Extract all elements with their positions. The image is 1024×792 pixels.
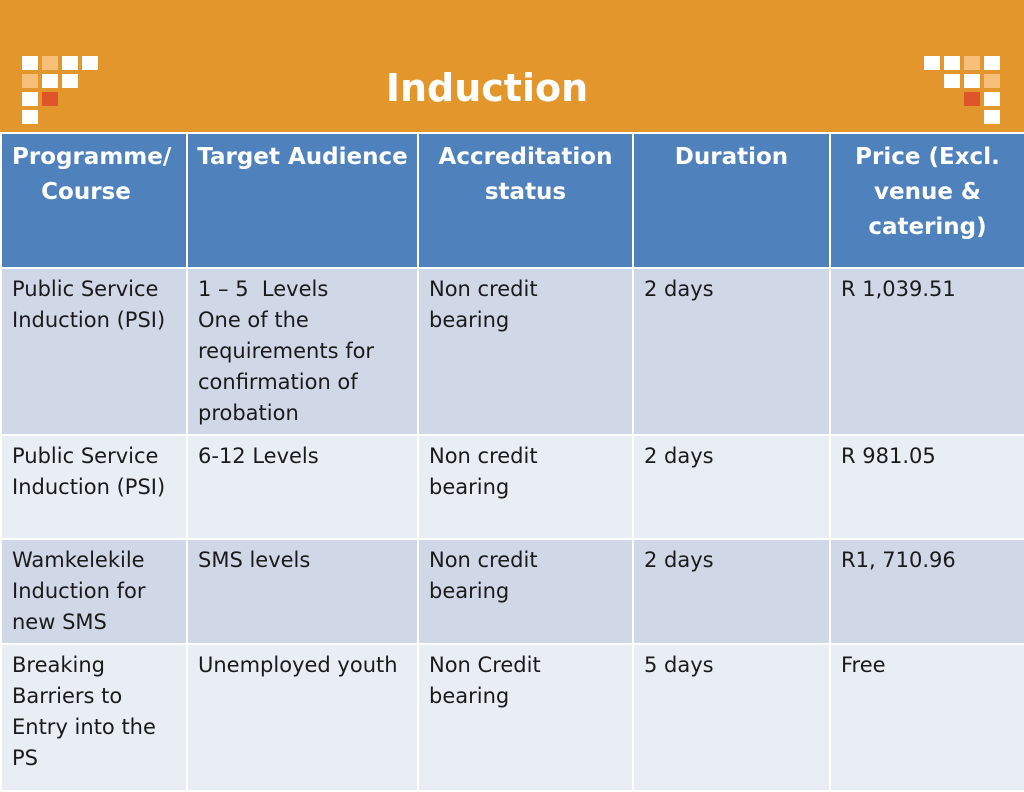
logo-mosaic-left	[22, 56, 100, 132]
logo-mosaic-right	[924, 56, 1002, 132]
cell-line: PS	[12, 746, 38, 770]
mosaic-square	[984, 92, 1000, 106]
cell-audience: SMS levels	[186, 538, 419, 645]
cell-accreditation: Non credit bearing	[417, 538, 634, 645]
header-line: Accreditation	[438, 144, 613, 170]
cell-price: R 981.05	[829, 434, 1024, 540]
cell-price: Free	[829, 643, 1024, 792]
table-row: Public Service Induction (PSI) 1 – 5 Lev…	[0, 267, 1024, 436]
cell-line: bearing	[429, 684, 510, 708]
mosaic-square	[984, 110, 1000, 124]
mosaic-square	[984, 56, 1000, 70]
cell-line: bearing	[429, 308, 510, 332]
mosaic-square	[944, 56, 960, 70]
cell-audience: Unemployed youth	[186, 643, 419, 792]
header-line: venue &	[873, 179, 981, 205]
mosaic-square	[964, 74, 980, 88]
cell-line: Non Credit	[429, 653, 541, 677]
header-line: Price (Excl.	[855, 144, 1000, 170]
cell-duration: 2 days	[632, 267, 831, 436]
cell-line: Unemployed youth	[198, 653, 398, 677]
cell-line: 1 – 5 Levels	[198, 277, 329, 301]
cell-line: new SMS	[12, 610, 107, 634]
table-row: Breaking Barriers to Entry into the PS U…	[0, 643, 1024, 792]
header-line: Programme/	[12, 144, 172, 170]
cell-programme: Breaking Barriers to Entry into the PS	[0, 643, 188, 792]
cell-duration: 2 days	[632, 434, 831, 540]
mosaic-square	[82, 56, 98, 70]
cell-line: Non credit	[429, 548, 538, 572]
cell-accreditation: Non credit bearing	[417, 267, 634, 436]
header-accreditation: Accreditation status	[417, 132, 634, 269]
mosaic-square	[22, 74, 38, 88]
mosaic-square	[944, 74, 960, 88]
mosaic-square	[22, 110, 38, 124]
mosaic-square	[924, 56, 940, 70]
cell-line: probation	[198, 401, 299, 425]
cell-audience: 1 – 5 Levels One of the requirements for…	[186, 267, 419, 436]
cell-line: Non credit	[429, 444, 538, 468]
cell-line: confirmation of	[198, 370, 358, 394]
mosaic-square	[22, 56, 38, 70]
cell-audience: 6-12 Levels	[186, 434, 419, 540]
cell-programme: Wamkelekile Induction for new SMS	[0, 538, 188, 645]
cell-programme: Public Service Induction (PSI)	[0, 434, 188, 540]
header-line: Duration	[674, 144, 789, 170]
cell-accreditation: Non credit bearing	[417, 434, 634, 540]
cell-line: Induction for	[12, 579, 146, 603]
cell-accreditation: Non Credit bearing	[417, 643, 634, 792]
cell-line: Barriers to	[12, 684, 123, 708]
cell-line: Induction (PSI)	[12, 308, 166, 332]
mosaic-square	[964, 56, 980, 70]
cell-duration: 2 days	[632, 538, 831, 645]
header-line: Course	[41, 179, 131, 205]
cell-line: bearing	[429, 475, 510, 499]
header-line: catering)	[868, 214, 987, 240]
cell-line: Breaking	[12, 653, 106, 677]
cell-line: One of the	[198, 308, 309, 332]
mosaic-square	[964, 92, 980, 106]
mosaic-square	[42, 56, 58, 70]
slide-title: Induction	[385, 66, 589, 110]
cell-line: Public Service	[12, 444, 159, 468]
cell-line: Wamkelekile	[12, 548, 145, 572]
table-row: Wamkelekile Induction for new SMS SMS le…	[0, 538, 1024, 645]
header-price: Price (Excl. venue & catering)	[829, 132, 1024, 269]
induction-table: Programme/ Course Target Audience Accred…	[0, 132, 1024, 792]
header-programme: Programme/ Course	[0, 132, 188, 269]
header-duration: Duration	[632, 132, 831, 269]
cell-line: SMS levels	[198, 548, 311, 572]
mosaic-square	[984, 74, 1000, 88]
table-header-row: Programme/ Course Target Audience Accred…	[0, 132, 1024, 269]
header-target-audience: Target Audience	[186, 132, 419, 269]
mosaic-square	[42, 92, 58, 106]
cell-line: Non credit	[429, 277, 538, 301]
cell-line: Public Service	[12, 277, 159, 301]
mosaic-square	[22, 92, 38, 106]
header-line: Target Audience	[197, 144, 408, 170]
cell-price: R 1,039.51	[829, 267, 1024, 436]
mosaic-square	[62, 74, 78, 88]
header-line: status	[484, 179, 567, 205]
cell-line: requirements for	[198, 339, 375, 363]
cell-price: R1, 710.96	[829, 538, 1024, 645]
cell-line: Entry into the	[12, 715, 156, 739]
cell-duration: 5 days	[632, 643, 831, 792]
mosaic-square	[62, 56, 78, 70]
cell-line: bearing	[429, 579, 510, 603]
table-row: Public Service Induction (PSI) 6-12 Leve…	[0, 434, 1024, 540]
cell-line: Induction (PSI)	[12, 475, 166, 499]
mosaic-square	[42, 74, 58, 88]
cell-line: 6-12 Levels	[198, 444, 319, 468]
cell-programme: Public Service Induction (PSI)	[0, 267, 188, 436]
slide-header	[0, 0, 1024, 132]
